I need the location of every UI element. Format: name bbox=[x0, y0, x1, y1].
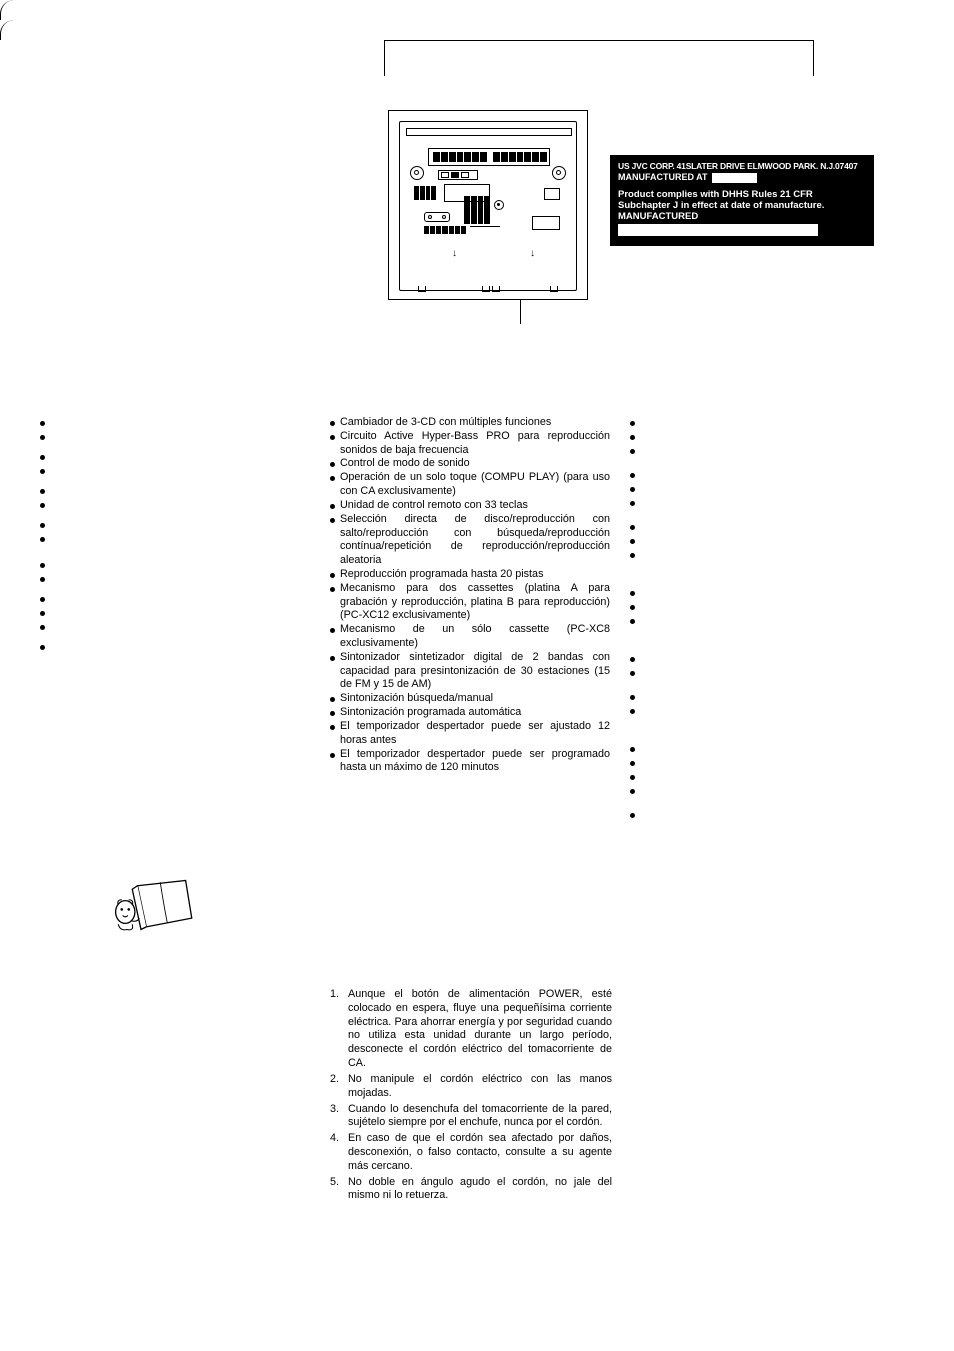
feature-item: Selección directa de disco/reproducción … bbox=[330, 513, 610, 568]
feature-bullet bbox=[630, 586, 652, 600]
label-compliance-1: Product complies with DHHS Rules 21 CFR bbox=[618, 189, 866, 200]
feature-item: Unidad de control remoto con 33 teclas bbox=[330, 499, 610, 513]
feature-bullet bbox=[630, 444, 652, 468]
feature-bullet bbox=[40, 620, 300, 634]
top-box-outline bbox=[384, 40, 814, 76]
feature-bullet bbox=[40, 572, 300, 586]
feature-item: Reproducción programada hasta 20 pistas bbox=[330, 568, 610, 582]
feature-bullet bbox=[40, 640, 300, 654]
label-compliance-2: Subchapter J in effect at date of manufa… bbox=[618, 200, 866, 211]
features-col-left bbox=[40, 416, 300, 654]
manual-book-icon bbox=[110, 870, 200, 940]
feature-bullet bbox=[40, 450, 300, 464]
feature-bullet bbox=[40, 416, 300, 430]
diagram-leader-line bbox=[520, 300, 521, 324]
safety-section-frame bbox=[0, 20, 920, 40]
feature-item: Control de modo de sonido bbox=[330, 457, 610, 471]
feature-bullet bbox=[40, 484, 300, 498]
safety-item: Cuando lo desenchufa del tomacorriente d… bbox=[330, 1103, 612, 1131]
feature-item: El temporizador despertador puede ser pr… bbox=[330, 748, 610, 776]
feature-item: Cambiador de 3-CD con múltiples funcione… bbox=[330, 416, 610, 430]
label-mfg: MANUFACTURED bbox=[618, 211, 866, 222]
feature-item: Mecanismo de un sólo cassette (PC-XC8 ex… bbox=[330, 623, 610, 651]
feature-bullet bbox=[40, 558, 300, 572]
safety-col-mid: Aunque el botón de alimentación POWER, e… bbox=[330, 988, 612, 1205]
feature-bullet bbox=[630, 742, 652, 756]
feature-bullet bbox=[40, 518, 300, 532]
safety-item: Aunque el botón de alimentación POWER, e… bbox=[330, 988, 612, 1071]
label-mfg-at: MANUFACTURED AT bbox=[618, 172, 866, 183]
compliance-label: US JVC CORP. 41SLATER DRIVE ELMWOOD PARK… bbox=[610, 155, 874, 246]
feature-bullet bbox=[40, 430, 300, 444]
feature-bullet bbox=[40, 498, 300, 512]
feature-item: Circuito Active Hyper-Bass PRO para repr… bbox=[330, 430, 610, 458]
safety-item: No manipule el cordón eléctrico con las … bbox=[330, 1073, 612, 1101]
feature-bullet bbox=[40, 606, 300, 620]
features-col-right bbox=[630, 416, 652, 822]
safety-item: En caso de que el cordón sea afectado po… bbox=[330, 1132, 612, 1173]
feature-bullet bbox=[630, 534, 652, 548]
feature-item: El temporizador despertador puede ser aj… bbox=[330, 720, 610, 748]
feature-bullet bbox=[630, 600, 652, 614]
feature-bullet bbox=[630, 756, 652, 770]
feature-item: Sintonizador sintetizador digital de 2 b… bbox=[330, 651, 610, 692]
device-diagram: ↓ ↓ bbox=[388, 110, 588, 300]
feature-bullet bbox=[630, 614, 652, 652]
feature-bullet bbox=[630, 690, 652, 704]
feature-bullet bbox=[630, 770, 652, 784]
feature-bullet bbox=[630, 784, 652, 808]
safety-item: No doble en ángulo agudo el cordón, no j… bbox=[330, 1176, 612, 1204]
feature-bullet bbox=[630, 496, 652, 520]
feature-bullet bbox=[630, 652, 652, 666]
feature-bullet bbox=[630, 430, 652, 444]
feature-bullet bbox=[40, 592, 300, 606]
feature-bullet bbox=[630, 704, 652, 742]
feature-item: Sintonización búsqueda/manual bbox=[330, 692, 610, 706]
features-section-frame bbox=[0, 0, 920, 20]
feature-bullet bbox=[630, 416, 652, 430]
feature-item: Sintonización programada automática bbox=[330, 706, 610, 720]
feature-item: Operación de un solo toque (COMPU PLAY) … bbox=[330, 471, 610, 499]
feature-bullet bbox=[40, 532, 300, 546]
label-corp-line: US JVC CORP. 41SLATER DRIVE ELMWOOD PARK… bbox=[618, 161, 866, 171]
feature-bullet bbox=[630, 482, 652, 496]
feature-bullet bbox=[630, 666, 652, 690]
feature-bullet bbox=[630, 520, 652, 534]
features-col-mid: Cambiador de 3-CD con múltiples funcione… bbox=[330, 416, 610, 775]
feature-bullet bbox=[630, 808, 652, 822]
feature-bullet bbox=[40, 464, 300, 478]
feature-bullet bbox=[630, 468, 652, 482]
feature-bullet bbox=[630, 548, 652, 586]
feature-item: Mecanismo para dos cassettes (platina A … bbox=[330, 582, 610, 623]
